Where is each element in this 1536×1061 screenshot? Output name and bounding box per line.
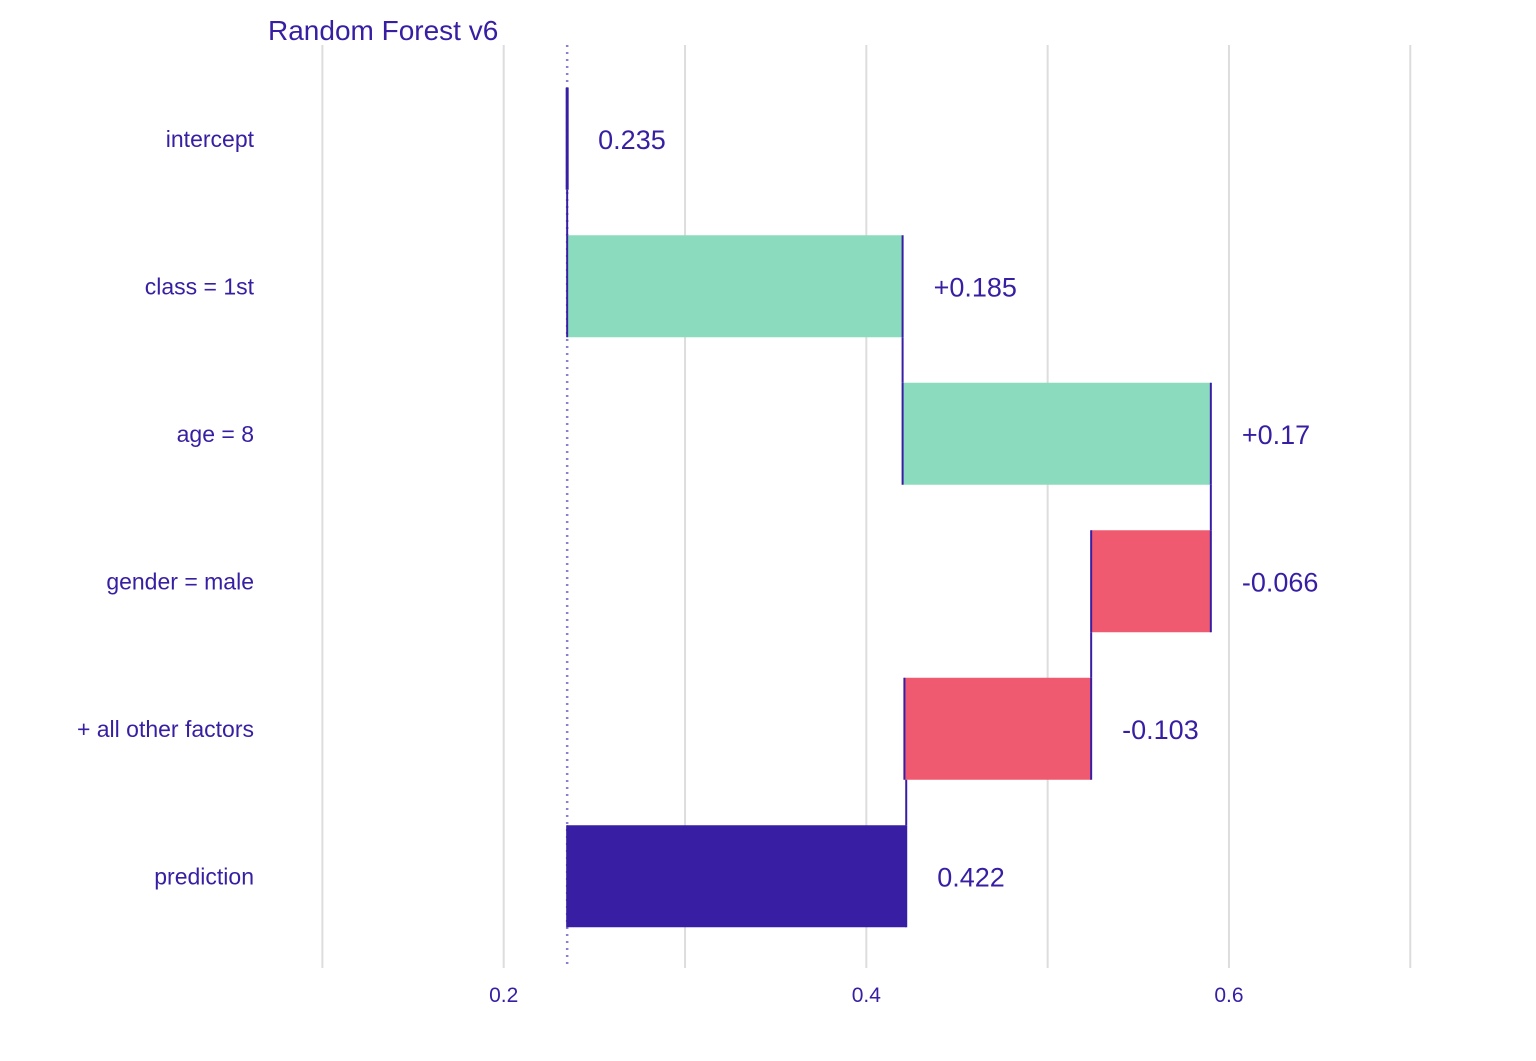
value-label: -0.066 <box>1242 567 1319 597</box>
x-tick-label: 0.6 <box>1214 984 1243 1007</box>
x-tick-label: 0.4 <box>852 984 882 1007</box>
bar-2 <box>902 382 1211 485</box>
category-label: class = 1st <box>145 273 255 299</box>
chart-title: Random Forest v6 <box>268 15 498 46</box>
value-label: 0.422 <box>937 862 1005 892</box>
value-label: -0.103 <box>1122 715 1199 745</box>
category-label: intercept <box>166 126 255 152</box>
bar-5 <box>567 825 907 928</box>
category-label: age = 8 <box>177 421 254 447</box>
bar-1 <box>567 235 903 338</box>
bar-4 <box>904 677 1092 780</box>
labels-layer: 0.2 0.4 0.6 intercept 0.235 class = 1st +0.185… <box>77 125 1318 1007</box>
value-label: 0.235 <box>598 125 666 155</box>
value-label: +0.17 <box>1242 420 1310 450</box>
bars-layer <box>565 87 1212 928</box>
category-label: prediction <box>154 863 254 889</box>
grid-layer <box>321 45 1412 968</box>
bar-3 <box>1091 530 1211 633</box>
x-tick-label: 0.2 <box>489 984 518 1007</box>
category-label: + all other factors <box>77 716 254 742</box>
value-label: +0.185 <box>934 272 1017 302</box>
category-label: gender = male <box>106 568 254 594</box>
